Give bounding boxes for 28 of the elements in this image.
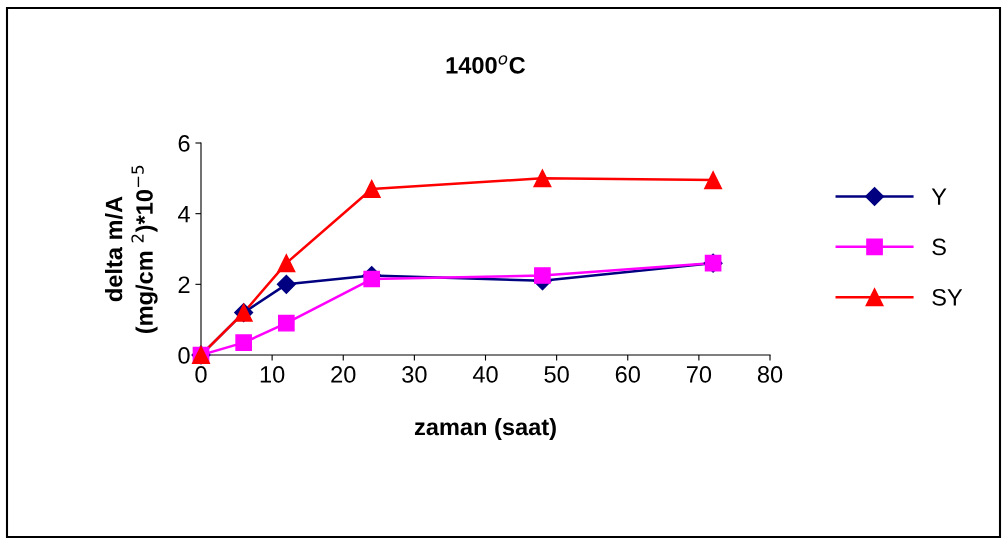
- x-tick-label: 10: [260, 366, 285, 383]
- y-axis-title: delta m/A (mg/cm $^{2}$)*10$^{−5}$: [105, 165, 158, 334]
- point: [276, 274, 296, 294]
- y-tick-label: 6: [178, 135, 190, 152]
- x-tick-label: 40: [472, 366, 498, 383]
- x-tick-label: 20: [331, 366, 356, 383]
- x-axis-title: zaman (saat): [414, 417, 556, 440]
- point: [277, 254, 296, 273]
- x-tick-label: 50: [544, 366, 569, 383]
- point: [278, 314, 295, 332]
- x-tick-label: 60: [615, 366, 640, 383]
- point: [235, 334, 253, 351]
- y-tick-label: 0: [178, 347, 190, 364]
- x-tick-label: 30: [402, 366, 427, 383]
- legend-label: Y: [931, 188, 947, 205]
- x-tick-label: 70: [686, 366, 712, 383]
- x-tick-label: 80: [757, 366, 783, 383]
- legend-label: S: [932, 238, 946, 256]
- x-tick-label: 0: [195, 366, 207, 383]
- point: [363, 270, 381, 288]
- y-tick-label: 2: [178, 276, 190, 293]
- point: [534, 267, 551, 284]
- point: [362, 179, 381, 198]
- legend-label: SY: [932, 288, 963, 306]
- chart-title: 1400$^{o}$C: [446, 55, 526, 74]
- point: [704, 171, 723, 190]
- y-tick-label: 4: [178, 205, 190, 223]
- point: [533, 169, 552, 188]
